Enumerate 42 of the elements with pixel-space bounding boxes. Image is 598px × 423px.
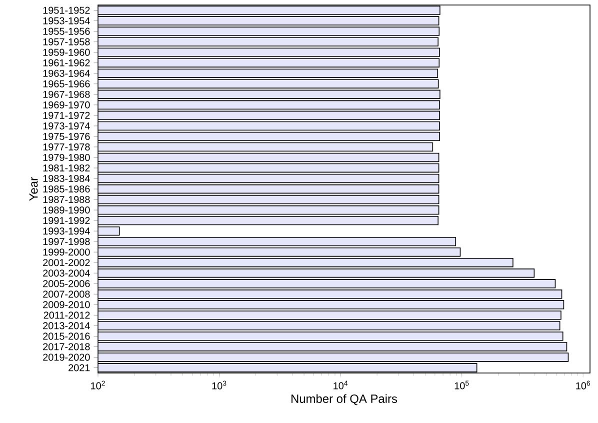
- y-tick-label: 1963-1964: [43, 70, 90, 77]
- y-tick-label: 1957-1958: [43, 38, 90, 46]
- y-tick-label: 2019-2020: [43, 354, 90, 361]
- y-tick-label: 2003-2004: [43, 270, 90, 277]
- y-tick-label: 1965-1966: [43, 80, 90, 88]
- y-tick-label: 1961-1962: [43, 59, 90, 66]
- y-tick-label: 2015-2016: [43, 332, 90, 340]
- y-tick-label: 1989-1990: [43, 206, 90, 214]
- x-tick-label: 10$^{4}$: [334, 380, 348, 390]
- y-axis-title: Year: [29, 177, 38, 201]
- y-tick-label: 2009-2010: [43, 301, 90, 308]
- y-tick-label: 2005-2006: [43, 280, 90, 288]
- y-tick-label: 1951-1952: [43, 6, 90, 14]
- y-tick-label: 2011-2012: [44, 312, 90, 319]
- y-tick-label: 1977-1978: [43, 143, 90, 150]
- y-tick-label: 1993-1994: [43, 228, 90, 235]
- y-tick-label: 2001-2002: [43, 259, 90, 266]
- y-tick-label: 1959-1960: [43, 48, 90, 56]
- x-axis-title: Number of QA Pairs: [292, 394, 398, 406]
- x-tick-label: 10$^{2}$: [91, 380, 105, 390]
- x-tick-label: 10$^{3}$: [212, 380, 226, 390]
- y-tick-label: 2007-2008: [43, 290, 90, 298]
- y-tick-label: 1983-1984: [43, 174, 90, 182]
- y-tick-label: 1969-1970: [43, 101, 90, 108]
- y-tick-label: 2013-2014: [43, 322, 90, 330]
- y-tick-label: 1997-1998: [43, 238, 90, 246]
- y-tick-label: 1987-1988: [43, 196, 90, 204]
- y-tick-label: 1953-1954: [43, 17, 90, 24]
- y-tick-label: 1991-1992: [43, 217, 90, 224]
- y-tick-label: 1999-2000: [43, 248, 90, 256]
- y-tick-label: 2017-2018: [43, 343, 90, 350]
- x-tick-label: 10$^{6}$: [576, 380, 590, 390]
- y-tick-label: 1967-1968: [43, 90, 90, 98]
- x-tick-label: 10$^{5}$: [454, 380, 469, 390]
- y-tick-label: 1979-1980: [43, 154, 90, 161]
- y-tick-label: 1981-1982: [43, 164, 90, 172]
- y-tick-label: 1971-1972: [43, 112, 90, 119]
- y-tick-label: 2021: [68, 364, 90, 372]
- y-tick-label: 1975-1976: [43, 132, 90, 140]
- y-tick-label: 1985-1986: [43, 185, 90, 193]
- y-tick-label: 1955-1956: [43, 28, 90, 35]
- y-tick-label: 1973-1974: [43, 122, 90, 130]
